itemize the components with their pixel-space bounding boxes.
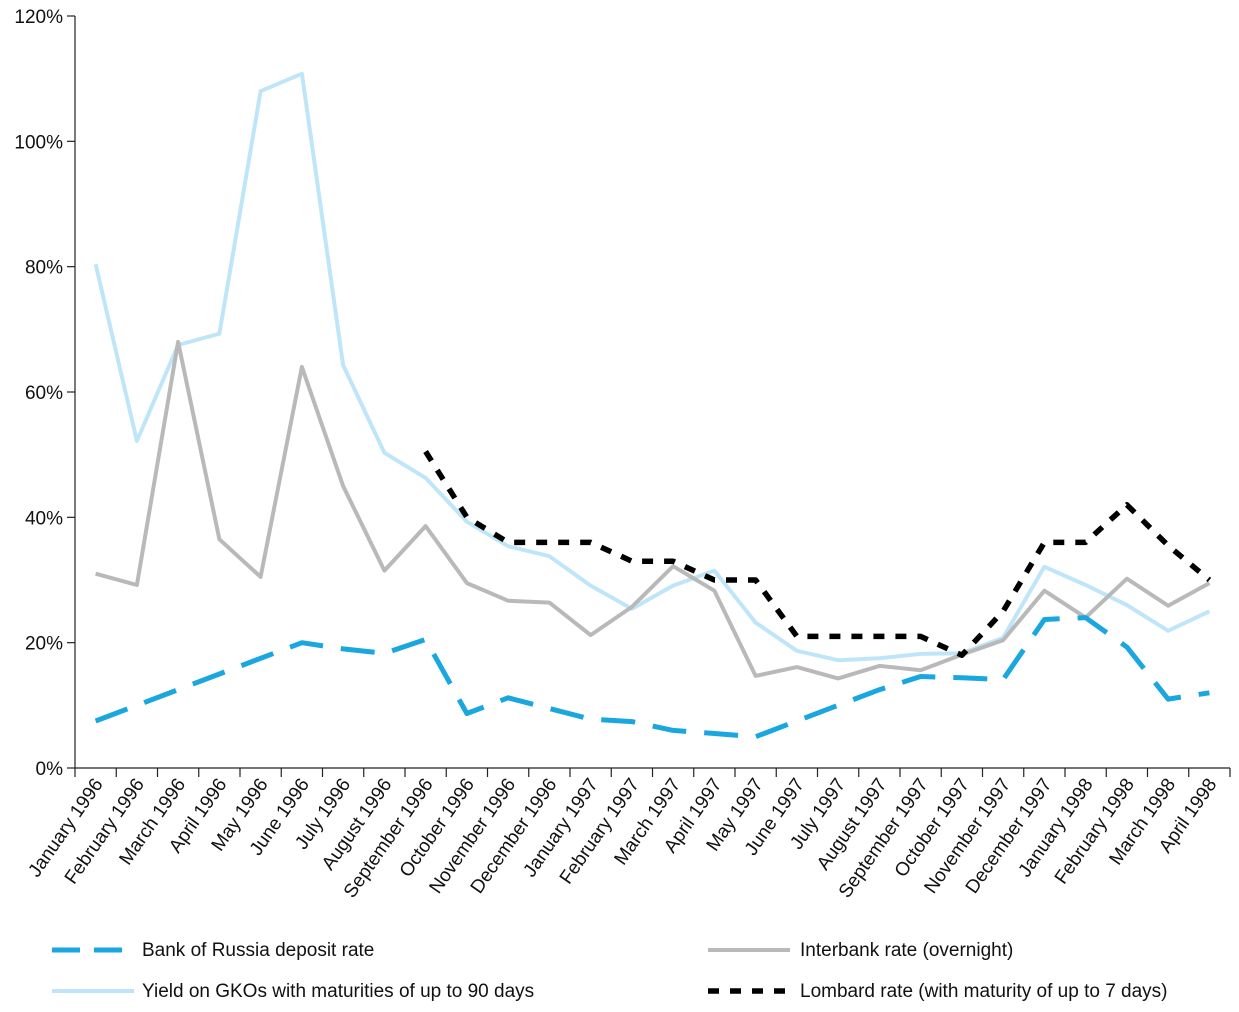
series-line-0 — [94, 615, 1210, 740]
y-tick-label: 60% — [25, 383, 63, 404]
legend-label-0: Bank of Russia deposit rate — [142, 940, 374, 961]
y-tick-label: 120% — [14, 7, 63, 28]
axes — [74, 16, 1230, 769]
legend-label-3: Lombard rate (with maturity of up to 7 d… — [800, 981, 1168, 1002]
y-tick-label: 0% — [36, 759, 64, 780]
legend-label-1: Interbank rate (overnight) — [800, 940, 1013, 961]
y-axis-ticks: 0% 20% 40% 60% 80% 100% 120% — [14, 7, 75, 780]
legend: Bank of Russia deposit rate Interbank rat… — [52, 940, 1168, 1002]
series-lines — [93, 71, 1212, 740]
legend-label-2: Yield on GKOs with maturities of up to 9… — [142, 981, 534, 1002]
y-tick-label: 20% — [25, 634, 63, 655]
y-tick-label: 100% — [14, 132, 63, 153]
y-tick-label: 80% — [25, 258, 63, 279]
series-line-3 — [423, 450, 1212, 658]
series-line-2 — [93, 71, 1211, 663]
y-tick-label: 40% — [25, 508, 63, 529]
series-line-1 — [95, 339, 1211, 681]
